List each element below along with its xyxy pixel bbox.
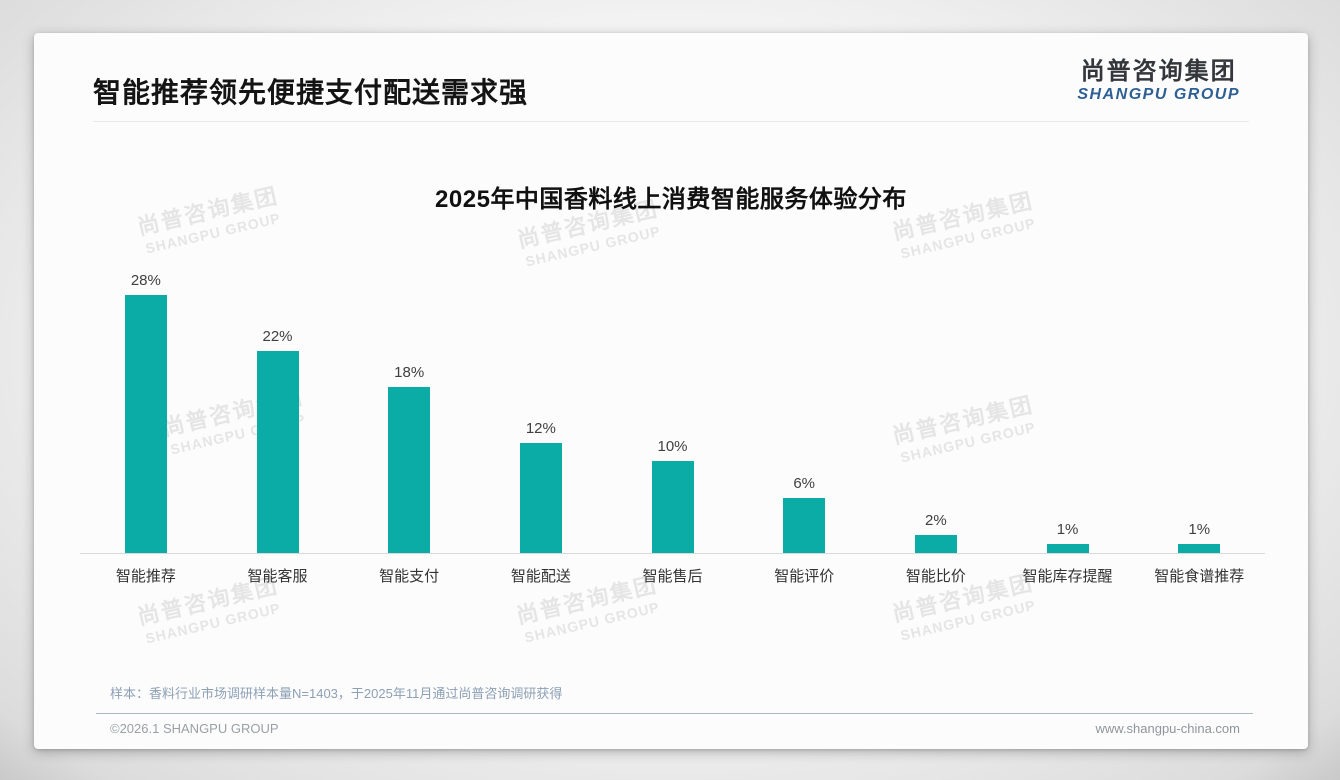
category-label: 智能推荐 [115, 568, 176, 585]
watermark-en: SHANGPU GROUP [523, 222, 663, 270]
watermark-en: SHANGPU GROUP [143, 599, 283, 647]
watermark-en: SHANGPU GROUP [898, 596, 1038, 644]
bar-value-label: 1% [1188, 520, 1211, 538]
chart-column: 2% [870, 271, 1002, 553]
footer-copyright: ©2026.1 SHANGPU GROUP [110, 721, 279, 736]
bar-value-label: 1% [1056, 520, 1079, 538]
chart-column: 28% [80, 271, 212, 553]
category-label: 智能配送 [510, 568, 571, 585]
category-label: 智能比价 [905, 568, 966, 585]
chart-column: 10% [607, 271, 739, 553]
category-label: 智能售后 [642, 568, 703, 585]
logo-english-name: SHANGPU GROUP [1077, 86, 1240, 104]
title-divider [93, 121, 1249, 122]
bar [1178, 543, 1221, 553]
bar-value-label: 12% [525, 419, 556, 437]
bar [519, 442, 562, 553]
category-label: 智能支付 [379, 568, 440, 585]
page-title: 智能推荐领先便捷支付配送需求强 [93, 77, 529, 108]
x-axis-line [80, 553, 1265, 554]
bar-value-label: 2% [925, 511, 947, 529]
bar [1046, 543, 1089, 553]
category-label: 智能客服 [247, 568, 308, 585]
watermark-en: SHANGPU GROUP [522, 598, 662, 646]
bar [914, 534, 957, 553]
bars-area: 28% 22% 18% 12% 10% 6% 2% 1% 1% [80, 271, 1265, 553]
category-label: 智能评价 [774, 568, 835, 585]
watermark-en: SHANGPU GROUP [143, 209, 283, 257]
slide-card: 尚普咨询集团 SHANGPU GROUP 尚普咨询集团 SHANGPU GROU… [34, 33, 1308, 749]
bar-value-label: 18% [394, 364, 425, 382]
footer-website: www.shangpu-china.com [1095, 721, 1240, 736]
chart-column: 6% [738, 271, 870, 553]
bar [388, 387, 431, 553]
logo-chinese-name: 尚普咨询集团 [1080, 58, 1237, 85]
watermark-en: SHANGPU GROUP [898, 214, 1038, 262]
bar-value-label: 28% [130, 272, 161, 290]
chart-column: 12% [475, 271, 607, 553]
bar [124, 295, 167, 553]
bar [651, 461, 694, 553]
footer-divider [96, 713, 1253, 714]
bar-value-label: 10% [657, 438, 688, 455]
bar [783, 497, 826, 553]
bar-value-label: 6% [793, 474, 816, 492]
company-logo: 尚普咨询集团 SHANGPU GROUP [1077, 58, 1240, 105]
chart-column: 1% [1002, 271, 1134, 553]
category-label: 智能库存提醒 [1022, 568, 1113, 585]
category-label: 智能食谱推荐 [1154, 568, 1245, 585]
chart-column: 22% [212, 271, 344, 553]
bar-value-label: 22% [262, 327, 293, 345]
category-labels-row: 智能推荐 智能客服 智能支付 智能配送 智能售后 智能评价 智能比价 智能库存提醒 智能食谱推荐 [80, 565, 1265, 586]
chart-title: 2025年中国香料线上消费智能服务体验分布 [435, 186, 907, 213]
chart-column: 1% [1133, 271, 1265, 553]
bar [256, 350, 299, 553]
chart-column: 18% [343, 271, 475, 553]
bar-chart: 28% 22% 18% 12% 10% 6% 2% 1% 1% 智能推荐 智能客服 智能支付 智能配送… [80, 271, 1265, 586]
sample-note: 样本：香料行业市场调研样本量N=1403，于2025年11月通过尚普咨询调研获得 [110, 686, 563, 701]
